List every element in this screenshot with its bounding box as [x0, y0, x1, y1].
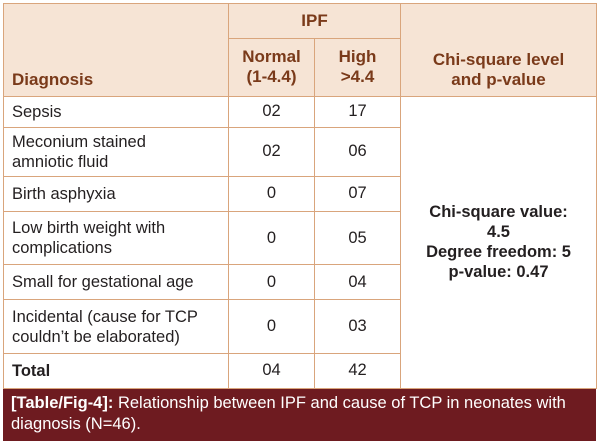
row-diagnosis-line1: Sepsis	[12, 102, 62, 121]
ipf-diagnosis-table: Diagnosis IPF Chi-square level and p-val…	[3, 3, 598, 390]
row-diagnosis-line2: amniotic fluid	[12, 152, 109, 171]
table-row: Sepsis 02 17 Chi-square value: 4.5 Degre…	[3, 95, 598, 390]
header-ipf: IPF	[227, 3, 402, 39]
row-diagnosis-line1: Low birth weight with	[12, 219, 166, 238]
row-high: 04	[313, 264, 402, 301]
row-high: 17	[313, 95, 402, 128]
header-high-line1: High	[338, 47, 377, 67]
row-normal: 0	[228, 175, 315, 212]
header-normal-line2: (1-4.4)	[246, 67, 297, 87]
row-normal: 0	[228, 264, 315, 301]
row-diagnosis-line1: Small for gestational age	[12, 273, 194, 292]
row-diagnosis: Sepsis	[3, 95, 229, 128]
header-high-line2: >4.4	[340, 67, 375, 87]
row-high: 06	[313, 126, 402, 177]
row-diagnosis: Low birth weight with complications	[3, 210, 229, 266]
header-high: High >4.4	[313, 38, 402, 97]
header-chi-line1: Chi-square level	[432, 49, 565, 69]
table-caption: [Table/Fig-4]: Relationship between IPF …	[3, 389, 596, 441]
row-diagnosis-line1: Incidental (cause for TCP	[12, 307, 198, 326]
total-normal: 04	[228, 352, 315, 390]
row-diagnosis-line2: complications	[12, 239, 112, 258]
total-label: Total	[3, 352, 229, 390]
row-diagnosis-line1: Birth asphyxia	[12, 184, 116, 203]
row-normal: 02	[228, 126, 315, 177]
chi-square-line3: Degree freedom: 5	[426, 243, 571, 262]
header-diagnosis: Diagnosis	[3, 3, 229, 97]
row-high: 07	[313, 175, 402, 212]
total-high: 42	[313, 352, 402, 390]
table-row: Incidental (cause for TCP couldn’t be el…	[3, 299, 597, 354]
total-row: Total 04 42	[3, 352, 597, 390]
row-normal: 0	[228, 210, 315, 266]
row-high: 03	[313, 299, 402, 354]
table-row: Low birth weight with complications 0 05	[3, 210, 597, 266]
header-chi-square: Chi-square level and p-value	[400, 3, 598, 97]
table-row: Meconium stained amniotic fluid 02 06	[3, 126, 597, 177]
row-diagnosis: Birth asphyxia	[3, 175, 229, 212]
header-chi-line2: and p-value	[451, 69, 546, 89]
table-row: Birth asphyxia 0 07	[3, 175, 597, 212]
caption-tag: [Table/Fig-4]:	[11, 394, 114, 412]
row-diagnosis-line2: couldn’t be elaborated)	[12, 327, 180, 346]
header-normal-line1: Normal	[242, 47, 301, 67]
row-high: 05	[313, 210, 402, 266]
row-diagnosis: Small for gestational age	[3, 264, 229, 301]
header-normal: Normal (1-4.4)	[228, 38, 315, 97]
row-diagnosis: Incidental (cause for TCP couldn’t be el…	[3, 299, 229, 354]
row-normal: 0	[228, 299, 315, 354]
row-diagnosis: Meconium stained amniotic fluid	[3, 126, 229, 177]
chi-square-line4: p-value: 0.47	[448, 263, 549, 282]
chi-square-line1: Chi-square value:	[429, 203, 568, 222]
row-diagnosis-line1: Meconium stained	[12, 132, 146, 151]
chi-square-line2: 4.5	[487, 223, 510, 242]
table-figure: Diagnosis IPF Chi-square level and p-val…	[3, 3, 598, 441]
chi-square-result: Chi-square value: 4.5 Degree freedom: 5 …	[400, 95, 598, 390]
caption-text: Relationship between IPF and cause of TC…	[11, 394, 566, 433]
row-normal: 02	[228, 95, 315, 128]
table-row: Small for gestational age 0 04	[3, 264, 597, 301]
